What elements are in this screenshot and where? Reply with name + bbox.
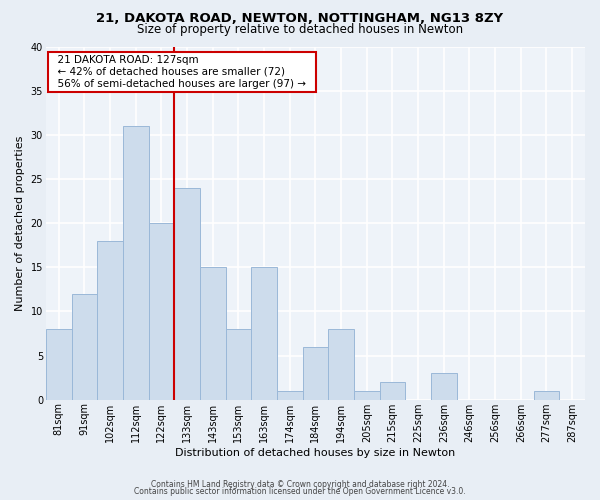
Bar <box>277 391 302 400</box>
Bar <box>200 267 226 400</box>
Text: 21 DAKOTA ROAD: 127sqm
  ← 42% of detached houses are smaller (72)
  56% of semi: 21 DAKOTA ROAD: 127sqm ← 42% of detached… <box>51 56 313 88</box>
Bar <box>97 240 123 400</box>
Bar <box>174 188 200 400</box>
Y-axis label: Number of detached properties: Number of detached properties <box>15 136 25 311</box>
X-axis label: Distribution of detached houses by size in Newton: Distribution of detached houses by size … <box>175 448 455 458</box>
Text: 21, DAKOTA ROAD, NEWTON, NOTTINGHAM, NG13 8ZY: 21, DAKOTA ROAD, NEWTON, NOTTINGHAM, NG1… <box>97 12 503 26</box>
Text: Contains public sector information licensed under the Open Government Licence v3: Contains public sector information licen… <box>134 487 466 496</box>
Bar <box>431 373 457 400</box>
Bar <box>46 329 71 400</box>
Bar <box>251 267 277 400</box>
Text: Size of property relative to detached houses in Newton: Size of property relative to detached ho… <box>137 24 463 36</box>
Bar <box>328 329 354 400</box>
Bar <box>380 382 405 400</box>
Bar <box>123 126 149 400</box>
Bar <box>354 391 380 400</box>
Bar <box>149 223 174 400</box>
Bar <box>533 391 559 400</box>
Bar <box>71 294 97 400</box>
Text: Contains HM Land Registry data © Crown copyright and database right 2024.: Contains HM Land Registry data © Crown c… <box>151 480 449 489</box>
Bar <box>302 346 328 400</box>
Bar <box>226 329 251 400</box>
